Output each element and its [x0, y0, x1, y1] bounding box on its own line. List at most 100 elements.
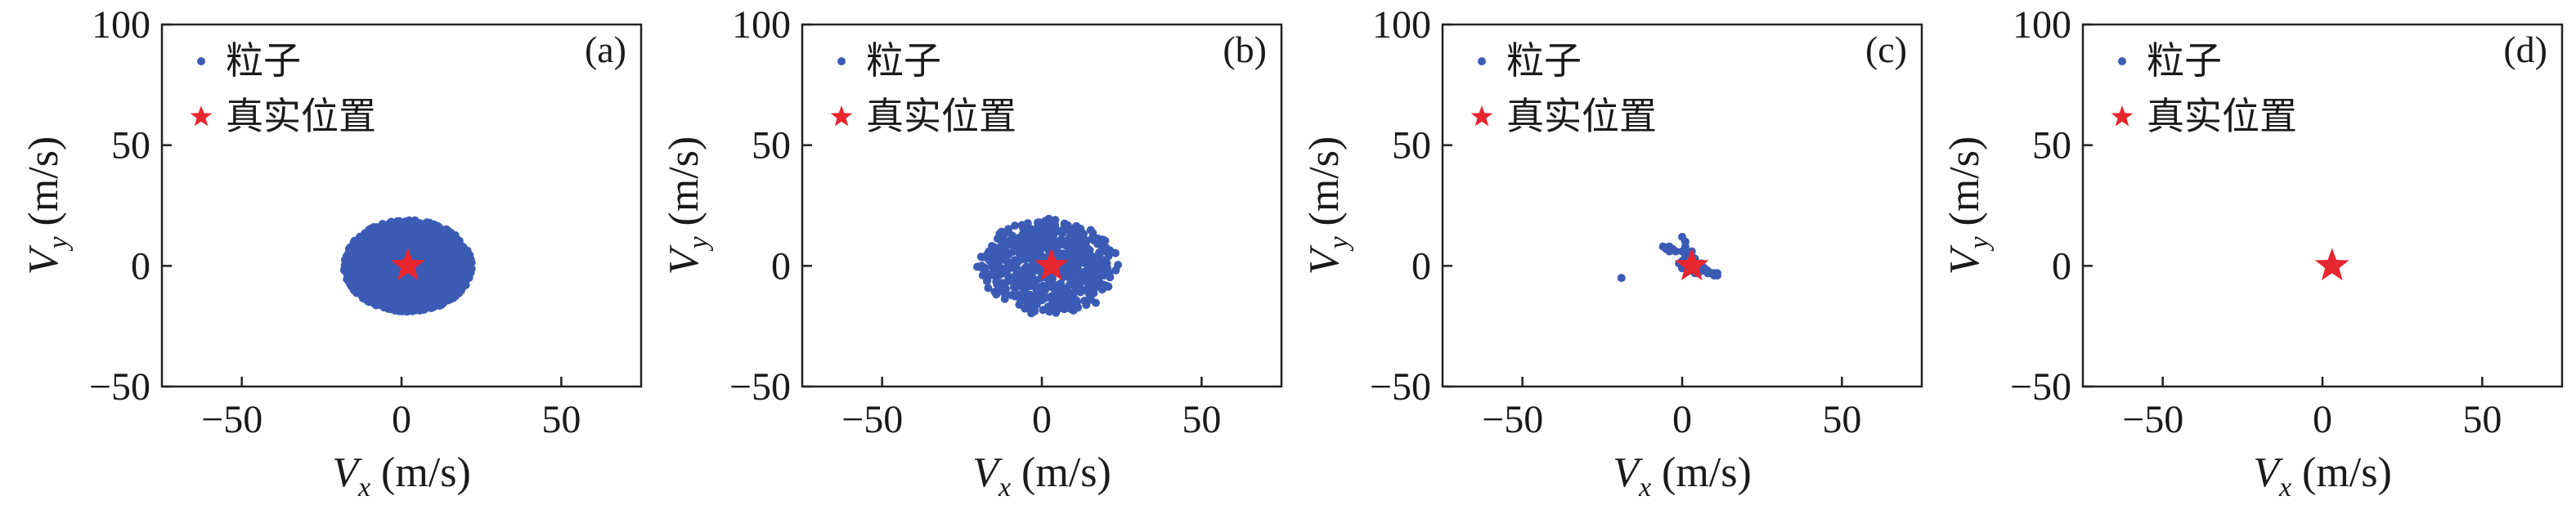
legend-particle-marker [1478, 57, 1486, 65]
particle-point [391, 244, 400, 253]
particle-point [1061, 266, 1070, 275]
particle-point [1075, 229, 1084, 238]
particle-point [370, 244, 379, 253]
particle-point [389, 234, 398, 242]
particle-point [1033, 226, 1042, 235]
particle-point [1080, 235, 1089, 244]
particle-point [369, 223, 378, 231]
particle-point [1072, 297, 1081, 306]
particle-point [390, 266, 399, 275]
legend-true-position-marker [830, 105, 853, 127]
particle-point [456, 284, 464, 293]
particle-point [1027, 255, 1035, 264]
y-axis-var: V [1941, 244, 1988, 275]
particle-point [349, 239, 358, 248]
y-tick-label: 0 [1411, 244, 1431, 288]
y-axis-sub: y [43, 236, 74, 252]
x-axis-var: V [1613, 449, 1643, 496]
particle-point [411, 250, 420, 259]
particle-point [1048, 229, 1057, 237]
particle-point [433, 250, 442, 259]
x-tick-label: −50 [841, 398, 903, 441]
x-tick-label: −50 [2122, 398, 2183, 441]
y-axis-unit: (m/s) [20, 136, 67, 237]
particle-point [375, 266, 384, 275]
particle-point [467, 264, 476, 273]
y-tick-label: 50 [1392, 124, 1431, 168]
particle-point [1060, 226, 1069, 235]
particle-point [424, 300, 433, 309]
particle-point [405, 302, 414, 311]
particle-point [454, 245, 463, 254]
particle-point [1000, 294, 1009, 303]
particle-point [1087, 288, 1096, 296]
particle-point [419, 223, 427, 231]
particle-point [386, 291, 395, 300]
panel-label: (b) [1223, 29, 1267, 70]
particle-point [976, 253, 985, 261]
particle-point [1021, 304, 1030, 313]
y-tick-label: −50 [729, 365, 791, 409]
particle-point [438, 276, 447, 285]
x-axis-unit: (m/s) [2291, 449, 2392, 496]
y-axis-unit: (m/s) [1941, 136, 1988, 237]
particle-point [1012, 235, 1021, 244]
y-tick-label: −50 [89, 365, 150, 409]
particle-point [1114, 261, 1123, 270]
panel-label: (d) [2503, 29, 2547, 70]
x-axis-var: V [332, 449, 362, 496]
particle-point [375, 251, 384, 260]
particle-point [1052, 308, 1061, 317]
x-tick-label: 0 [1032, 398, 1052, 441]
particle-series [339, 216, 476, 316]
particle-point [410, 244, 419, 253]
x-tick-label: 0 [2313, 398, 2332, 441]
true-position-marker [1034, 248, 1069, 281]
particle-point [377, 226, 386, 235]
particle-point [1026, 225, 1035, 234]
particle-point [1044, 282, 1053, 290]
particle-point [990, 244, 999, 253]
particle-point [1043, 302, 1052, 311]
x-tick-label: 0 [392, 398, 411, 441]
legend-true-position-marker [2111, 105, 2134, 127]
particle-point [990, 253, 999, 261]
particle-point [1041, 220, 1050, 229]
particle-point [1081, 268, 1090, 276]
particle-point [420, 289, 429, 298]
particle-point [399, 242, 408, 251]
panel-label: (c) [1865, 29, 1907, 70]
particle-point [348, 261, 357, 270]
particle-point [1026, 294, 1035, 303]
particle-point [388, 299, 397, 307]
particle-point [1039, 239, 1048, 248]
particle-point [1084, 250, 1093, 259]
x-axis-title: Vx (m/s) [332, 449, 471, 503]
legend-particle-marker [837, 57, 846, 65]
particle-point [982, 277, 991, 285]
legend-true-position-marker [190, 105, 213, 127]
y-tick-label: 100 [1372, 3, 1431, 47]
particle-point [1021, 244, 1030, 253]
x-tick-label: 50 [1822, 398, 1861, 441]
particle-point [352, 254, 361, 263]
particle-point [368, 260, 377, 269]
particle-series [973, 214, 1123, 318]
particle-point [377, 240, 386, 249]
particle-point [1665, 247, 1674, 256]
x-axis-sub: x [998, 472, 1011, 503]
particle-point [1058, 299, 1067, 308]
y-axis-title: Vy (m/s) [1301, 136, 1354, 275]
x-axis-var: V [2253, 449, 2283, 496]
particle-point [1035, 248, 1044, 257]
particle-point [1087, 235, 1096, 244]
y-axis-var: V [661, 244, 707, 275]
particle-point [356, 232, 365, 241]
particle-point [1018, 231, 1027, 240]
particle-point [1003, 239, 1012, 248]
particle-point [383, 234, 391, 243]
particle-point [1681, 247, 1690, 256]
